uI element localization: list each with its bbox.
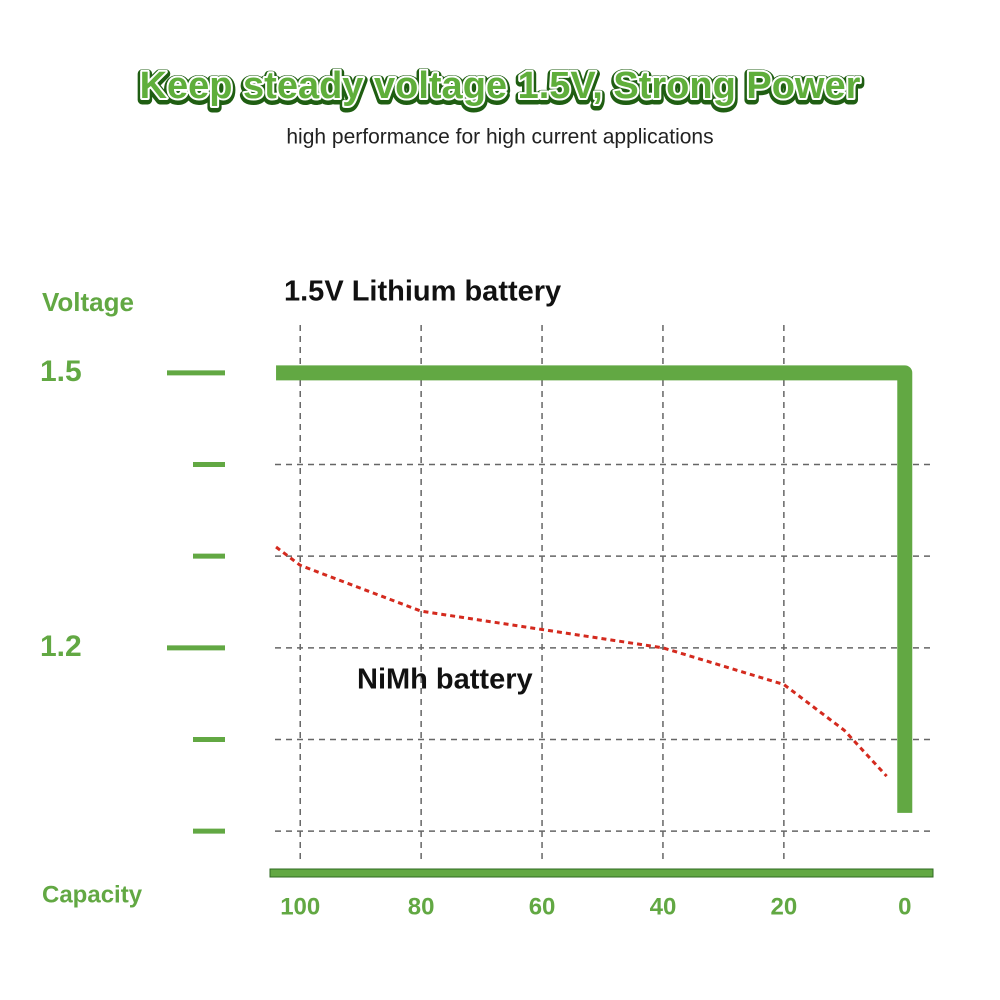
chart-title-shadow: Keep steady voltage 1.5V, Strong Power: [140, 67, 861, 109]
x-axis-line: [269, 868, 934, 878]
x-tick-label: 20: [771, 893, 798, 920]
x-tick-label: 0: [898, 893, 911, 920]
x-tick-label: 100: [280, 893, 320, 920]
x-tick-label: 60: [529, 893, 556, 920]
series-label: NiMh battery: [357, 664, 533, 696]
x-axis-label: Capacity: [42, 881, 143, 908]
chart-title: Keep steady voltage 1.5V, Strong Power: [140, 65, 861, 107]
y-axis-label: Voltage: [42, 287, 134, 317]
series-line: [275, 545, 888, 778]
chart-subtitle: high performance for high current applic…: [286, 126, 713, 149]
x-tick-label: 80: [408, 893, 435, 920]
series-label: 1.5V Lithium battery: [284, 276, 561, 308]
y-tick-label: 1.2: [40, 630, 82, 663]
series-line: [276, 365, 913, 813]
y-tick-label: 1.5: [40, 355, 82, 388]
x-tick-label: 40: [650, 893, 677, 920]
